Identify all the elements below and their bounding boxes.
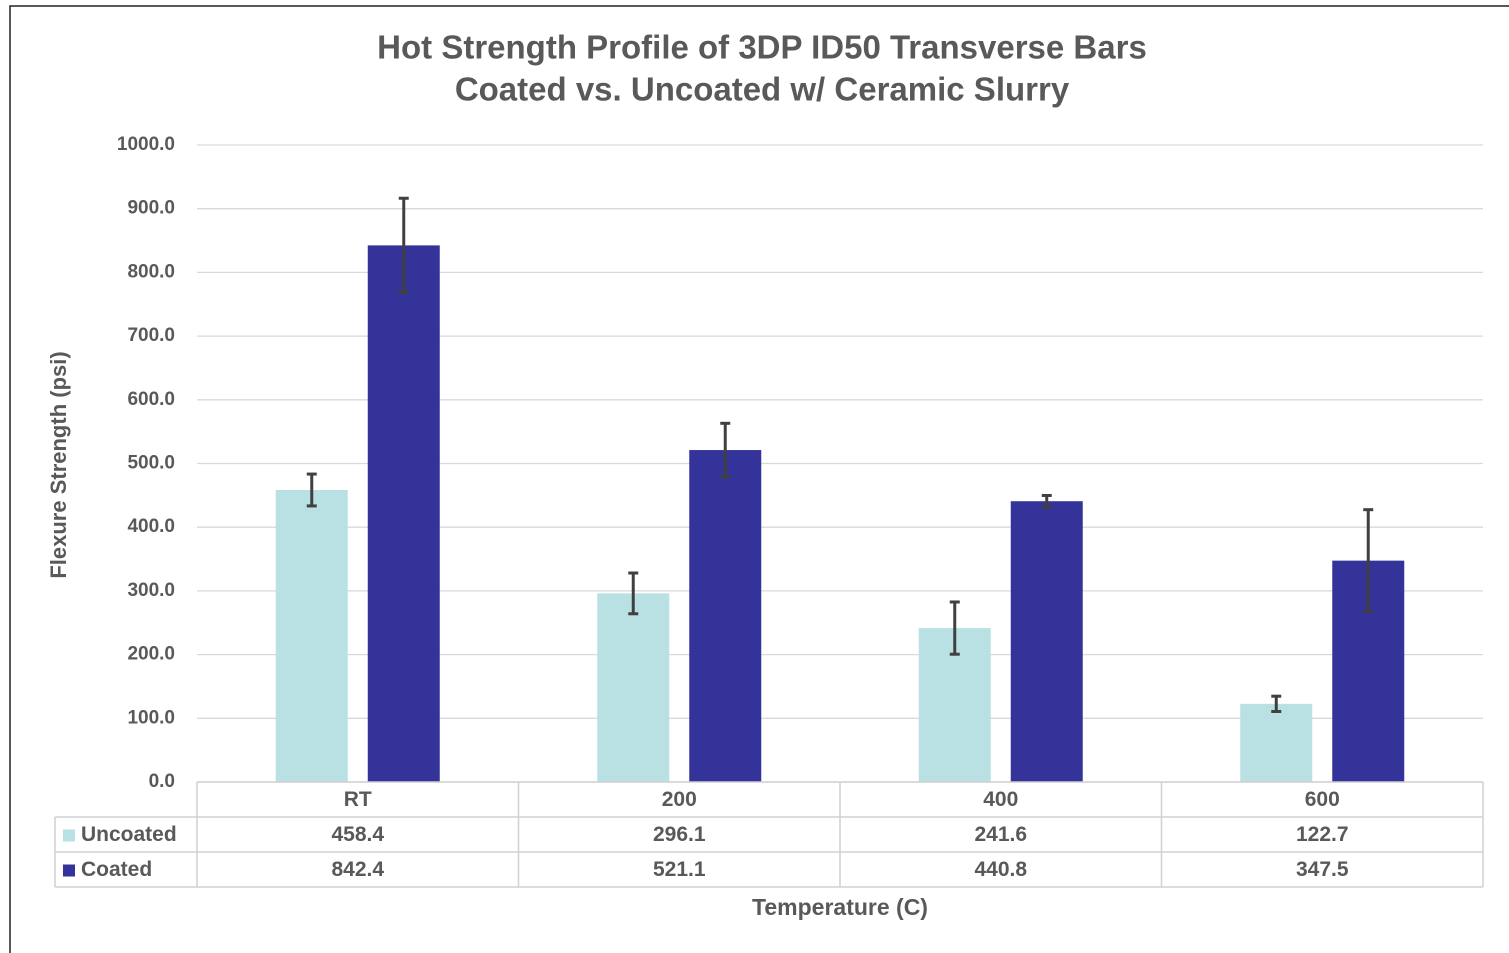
x-axis-title: Temperature (C) [752,894,928,920]
bar [367,245,440,782]
legend-label: Uncoated [81,823,177,846]
y-tick-label: 0.0 [149,771,175,792]
error-bar [1041,493,1052,509]
table-value: 296.1 [653,823,706,846]
error-bar [628,571,639,616]
y-tick-label: 600.0 [127,389,175,410]
chart-title: Hot Strength Profile of 3DP ID50 Transve… [377,29,1147,66]
table-value: 458.4 [331,823,384,846]
error-bar [1363,508,1374,614]
bar [275,489,348,782]
x-tick-label: 600 [1305,788,1340,811]
y-tick-label: 700.0 [127,325,175,346]
x-tick-label: 400 [983,788,1018,811]
table-value: 842.4 [331,858,384,881]
bar [689,450,762,782]
table-value: 347.5 [1296,858,1349,881]
error-bar [949,600,960,656]
error-bar [1271,694,1282,713]
chart-subtitle: Coated vs. Uncoated w/ Ceramic Slurry [455,71,1070,108]
y-tick-label: 400.0 [127,516,175,537]
y-tick-label: 800.0 [127,261,175,282]
table-value: 241.6 [974,823,1027,846]
error-bar [720,421,731,479]
legend-label: Coated [81,858,152,881]
y-tick-label: 1000.0 [117,134,175,155]
x-tick-label: RT [344,788,372,811]
y-tick-label: 500.0 [127,453,175,474]
table-value: 122.7 [1296,823,1349,846]
table-value: 521.1 [653,858,706,881]
bar [597,593,670,782]
legend-swatch [63,864,75,877]
bar [1240,703,1313,782]
y-tick-label: 900.0 [127,198,175,219]
x-tick-label: 200 [662,788,697,811]
y-axis-title: Flexure Strength (psi) [46,351,71,578]
error-bar [306,472,317,508]
y-tick-label: 200.0 [127,644,175,665]
error-bar [398,196,409,295]
y-tick-label: 300.0 [127,580,175,601]
table-value: 440.8 [974,858,1027,881]
legend-swatch [63,829,75,842]
y-tick-label: 100.0 [127,707,175,728]
bar [1010,501,1083,782]
